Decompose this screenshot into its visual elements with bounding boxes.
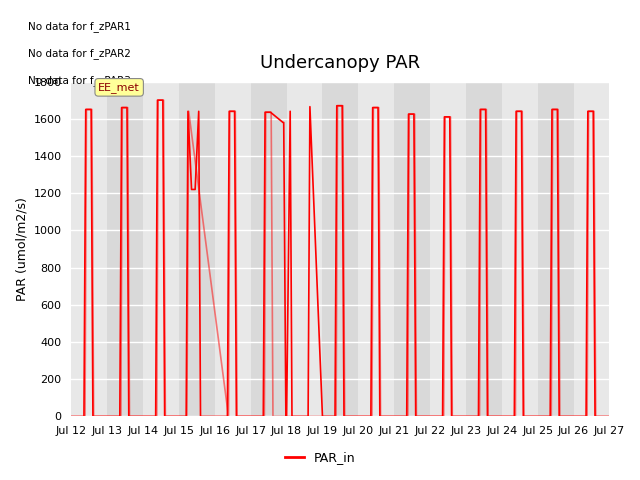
Title: Undercanopy PAR: Undercanopy PAR bbox=[260, 54, 420, 72]
Text: No data for f_zPAR2: No data for f_zPAR2 bbox=[28, 48, 131, 59]
Legend: PAR_in: PAR_in bbox=[280, 446, 360, 469]
Bar bbox=[251, 82, 287, 417]
Bar bbox=[394, 82, 430, 417]
Y-axis label: PAR (umol/m2/s): PAR (umol/m2/s) bbox=[15, 197, 28, 301]
Bar bbox=[323, 82, 358, 417]
Bar bbox=[466, 82, 502, 417]
Bar bbox=[179, 82, 215, 417]
Text: No data for f_zPAR3: No data for f_zPAR3 bbox=[28, 75, 131, 86]
Text: EE_met: EE_met bbox=[99, 82, 140, 93]
Text: No data for f_zPAR1: No data for f_zPAR1 bbox=[28, 21, 131, 32]
Bar bbox=[108, 82, 143, 417]
Bar bbox=[538, 82, 573, 417]
